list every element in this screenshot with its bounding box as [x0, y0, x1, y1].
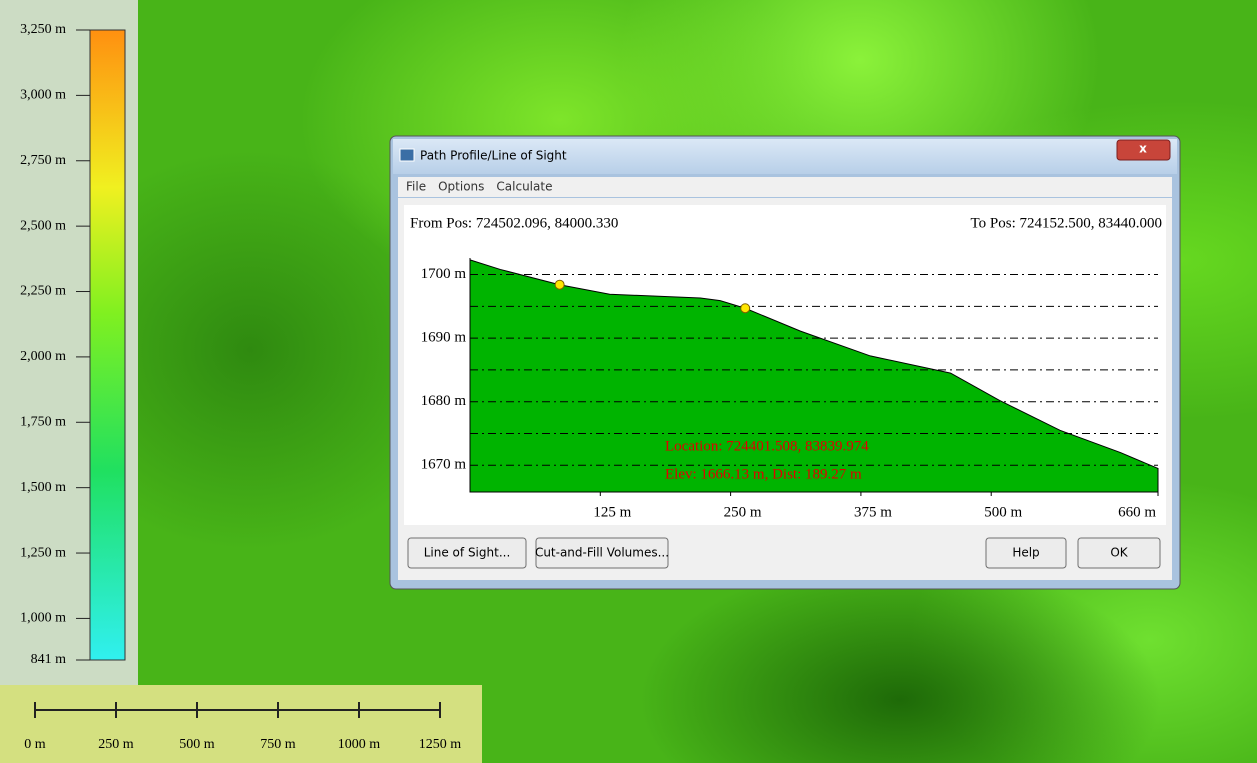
x-tick-label: 375 m — [854, 504, 892, 520]
cursor-annotation: Location: 724401.508, 83839.974 — [665, 438, 869, 454]
legend-label: 3,000 m — [20, 88, 66, 103]
cursor-annotation: Elev: 1666.13 m, Dist: 189.27 m — [665, 466, 862, 482]
scale-label: 250 m — [98, 737, 134, 752]
y-tick-label: 1700 m — [421, 266, 467, 282]
from-position: From Pos: 724502.096, 84000.330 — [410, 215, 618, 231]
scale-label: 500 m — [179, 737, 215, 752]
scale-label: 1250 m — [419, 737, 462, 752]
scale-bar-panel — [0, 685, 482, 763]
scale-label: 750 m — [260, 737, 296, 752]
legend-label: 2,250 m — [20, 284, 66, 299]
y-tick-label: 1670 m — [421, 457, 467, 473]
menu-item[interactable]: File — [406, 180, 426, 194]
x-tick-label: 660 m — [1118, 504, 1156, 520]
button-label[interactable]: Cut-and-Fill Volumes... — [535, 546, 669, 560]
legend-label: 2,750 m — [20, 153, 66, 168]
scale-label: 1000 m — [338, 737, 381, 752]
menu-item[interactable]: Options — [438, 180, 484, 194]
legend-label: 1,250 m — [20, 545, 66, 560]
profile-marker[interactable] — [555, 280, 564, 289]
profile-marker[interactable] — [741, 304, 750, 313]
screen: Path Profile/Line of Sight x From Pos: 7… — [0, 0, 1257, 763]
button-label[interactable]: OK — [1110, 546, 1128, 560]
to-position: To Pos: 724152.500, 83440.000 — [971, 215, 1162, 231]
x-tick-label: 125 m — [593, 504, 631, 520]
y-tick-label: 1690 m — [421, 330, 467, 346]
app-icon — [400, 149, 414, 161]
scale-label: 0 m — [24, 737, 46, 752]
dialog-title: Path Profile/Line of Sight — [420, 149, 567, 163]
x-tick-label: 500 m — [984, 504, 1022, 520]
legend-label: 2,000 m — [20, 349, 66, 364]
legend-label: 1,000 m — [20, 611, 66, 626]
legend-label: 2,500 m — [20, 218, 66, 233]
close-glyph[interactable]: x — [1139, 142, 1147, 156]
legend-label: 841 m — [31, 652, 67, 667]
button-label[interactable]: Help — [1012, 546, 1039, 560]
legend-label: 1,750 m — [20, 414, 66, 429]
legend-label: 1,500 m — [20, 480, 66, 495]
button-label[interactable]: Line of Sight... — [424, 546, 511, 560]
menu-item[interactable]: Calculate — [496, 180, 552, 194]
y-tick-label: 1680 m — [421, 393, 467, 409]
color-bar — [90, 30, 125, 660]
x-tick-label: 250 m — [724, 504, 762, 520]
legend-label: 3,250 m — [20, 22, 66, 37]
